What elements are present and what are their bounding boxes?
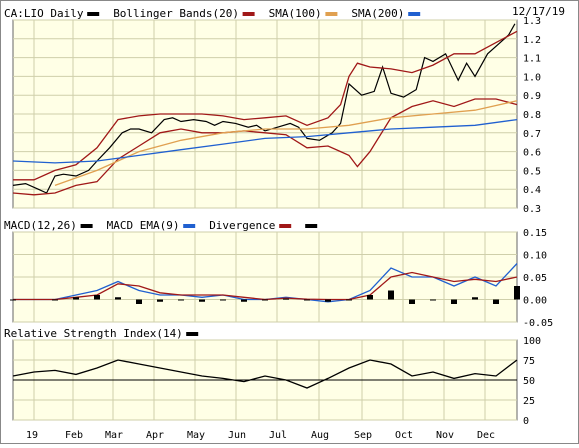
legend-swatch [408,12,421,16]
divergence-bar [10,299,16,301]
y-tick-label: 0.4 [523,185,541,196]
divergence-bar [94,295,100,300]
panel-header-bg [1,1,578,20]
legend-swatch [80,224,93,228]
legend-label: Divergence [209,219,275,232]
divergence-bar [304,299,310,301]
x-tick-label: Oct [395,430,413,441]
y-tick-label: 0.7 [523,129,541,140]
x-tick-label: Feb [65,430,83,441]
x-tick-label: Mar [105,430,123,441]
chart-date: 12/17/19 [512,5,565,18]
series-line [13,271,518,301]
legend-label: SMA(200) [351,7,404,20]
divergence-bar [472,297,478,300]
divergence-bar [199,299,205,302]
divergence-bar [157,299,163,302]
y-tick-label: 1.0 [523,72,541,83]
divergence-bar [115,297,121,300]
y-tick-label: 0.00 [523,296,547,307]
legend-label: Relative Strength Index(14) [4,327,183,340]
legend-swatch [325,12,338,16]
y-tick-label: 0.6 [523,148,541,159]
series-line [13,30,518,181]
y-tick-label: 1.3 [523,16,541,27]
x-tick-label: Nov [436,430,454,441]
x-tick-label: Dec [477,430,495,441]
y-tick-label: -0.05 [523,318,553,329]
divergence-bar [178,299,184,301]
legend-label: CA:LIO Daily [4,7,84,20]
y-tick-label: 1.2 [523,35,541,46]
divergence-bar [409,299,415,304]
x-tick-label: Jul [269,430,287,441]
y-tick-label: 0.8 [523,110,541,121]
series-line [12,359,518,389]
y-tick-label: 25 [523,396,535,407]
x-tick-label: May [187,430,205,441]
divergence-bar [346,299,352,301]
panel-header-bg [1,327,578,340]
x-tick-label: Apr [146,430,164,441]
x-tick-label: Jun [228,430,246,441]
divergence-bar [52,299,58,301]
divergence-bar [325,299,331,302]
y-tick-label: 0.15 [523,228,547,239]
divergence-bar [493,299,499,304]
legend-swatch [183,224,196,228]
y-tick-label: 0.3 [523,204,541,215]
divergence-bar [262,299,268,301]
y-tick-label: 1.1 [523,54,541,65]
legend-swatch [279,224,292,228]
divergence-bar [388,290,394,300]
divergence-bar [514,286,520,300]
legend-label: SMA(100) [269,7,322,20]
y-tick-label: 0.05 [523,273,547,284]
divergence-bar [451,299,457,304]
y-tick-label: 0 [523,416,529,427]
divergence-bar [430,299,436,301]
y-tick-label: 0.9 [523,91,541,102]
legend-label: MACD EMA(9) [107,219,180,232]
series-line [12,118,518,164]
x-tick-label: 19 [26,430,38,441]
divergence-bar [73,297,79,300]
y-tick-label: 100 [523,336,541,347]
legend-swatch [242,12,255,16]
legend-swatch [87,12,100,16]
x-tick-label: Aug [311,430,329,441]
y-tick-label: 50 [523,376,535,387]
legend-label: MACD(12,26) [4,219,77,232]
divergence-bar [220,299,226,301]
x-tick-label: Sep [354,430,372,441]
divergence-bar [241,299,247,302]
y-tick-label: 0.10 [523,251,547,262]
divergence-bar [367,295,373,300]
divergence-bar [136,299,142,304]
series-line [12,98,518,196]
legend-label: Bollinger Bands(20) [113,7,239,20]
divergence-bar [283,298,289,300]
legend-swatch [186,332,199,336]
series-line [54,100,518,187]
y-tick-label: 0.5 [523,166,541,177]
legend-swatch [305,224,318,228]
y-tick-label: 75 [523,356,535,367]
